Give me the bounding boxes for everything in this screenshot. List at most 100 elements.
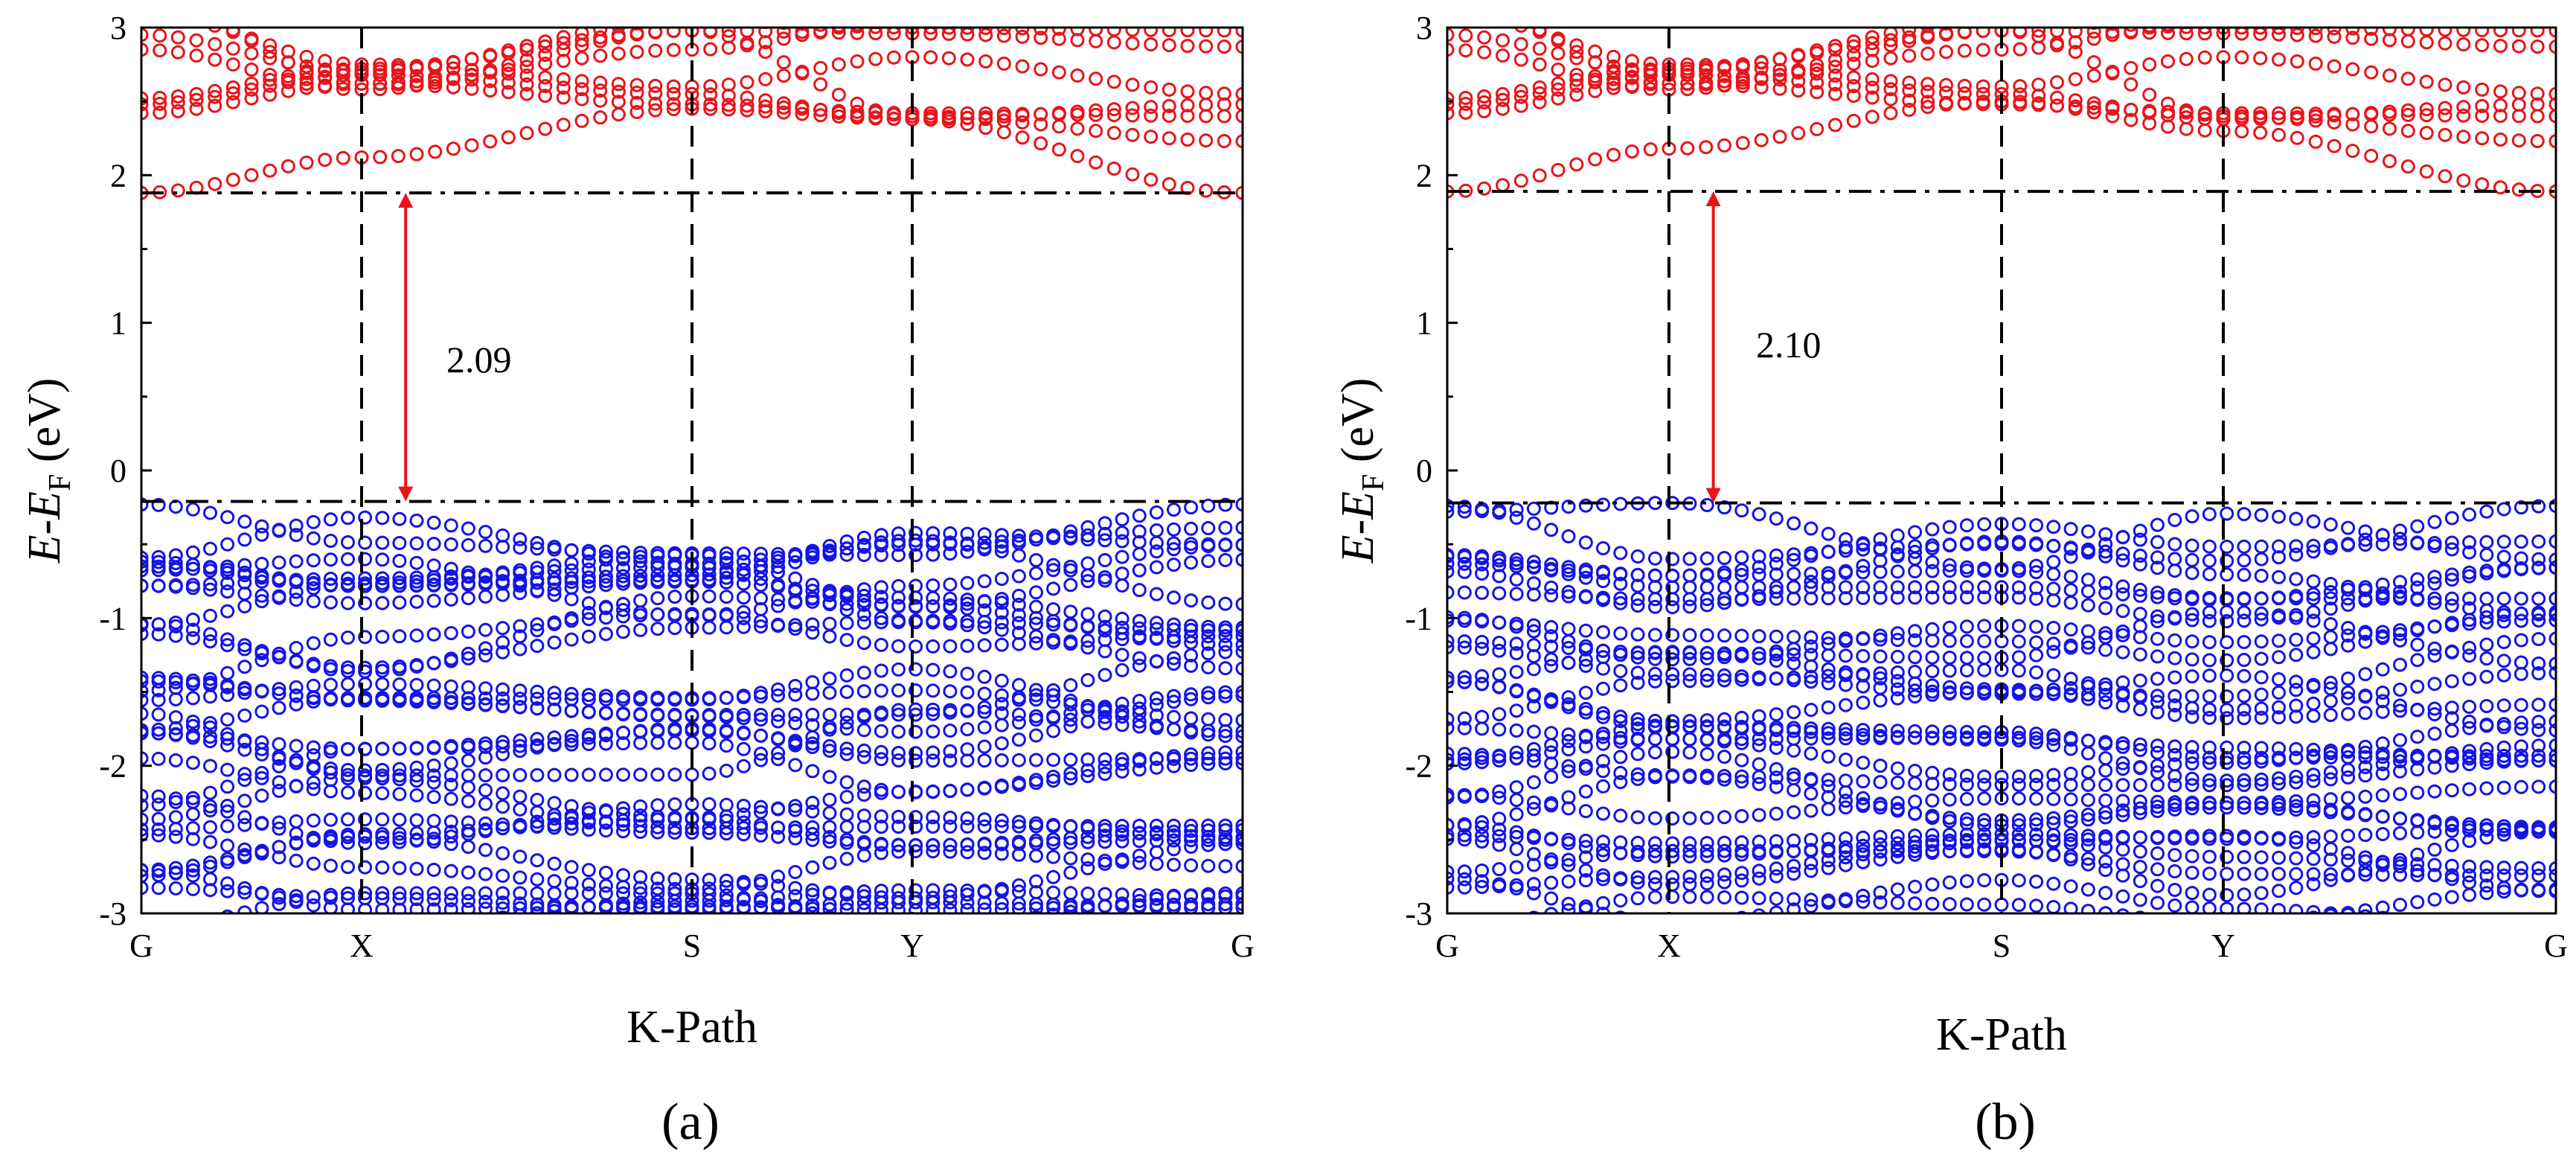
valence-band-point [994, 688, 1009, 703]
conduction-band-point [208, 176, 222, 191]
valence-band-point [1821, 544, 1836, 559]
valence-band-point [1218, 629, 1233, 643]
conduction-band-point [299, 80, 314, 95]
valence-band-point [375, 860, 390, 875]
valence-band-point [203, 799, 217, 814]
valence-band-point [1994, 897, 2009, 912]
valence-band-point [839, 616, 854, 631]
valence-band-point [960, 883, 975, 898]
valence-band-point [1544, 523, 1559, 537]
conduction-band-point [2179, 28, 2194, 41]
valence-band-point [1682, 869, 1697, 884]
valence-band-point [1115, 648, 1130, 663]
valence-band-point [2185, 886, 2199, 901]
valence-band-point [1098, 700, 1112, 714]
valence-band-point [1959, 874, 1974, 889]
conduction-band-point [2456, 108, 2471, 123]
valence-band-point [151, 881, 166, 896]
conduction-band-point [2124, 60, 2138, 75]
valence-band-point [581, 899, 596, 913]
conduction-band-point [464, 72, 479, 87]
valence-band-point [530, 872, 545, 887]
conduction-band-point [2161, 96, 2175, 111]
valence-band-point [2393, 537, 2407, 552]
valence-band-point [2323, 584, 2338, 599]
valence-band-point [1011, 677, 1026, 692]
valence-band-point [1821, 773, 1836, 788]
valence-band-point [1457, 721, 1472, 735]
valence-band-point [443, 741, 458, 755]
valence-band-point [856, 902, 871, 913]
valence-band-point [2444, 644, 2459, 659]
valence-band-point [2115, 675, 2130, 690]
valence-band-point [341, 660, 355, 675]
conduction-band-point [1939, 77, 1953, 92]
conduction-band-point [1569, 87, 1584, 102]
conduction-band-point [1810, 58, 1824, 72]
valence-band-point [443, 537, 458, 552]
valence-band-point [1235, 859, 1243, 874]
valence-band-point [1218, 859, 1233, 874]
valence-band-point [478, 648, 493, 663]
valence-band-point [1578, 804, 1593, 819]
y-tick-label: 3 [110, 10, 126, 46]
valence-band-point [2496, 861, 2511, 875]
valence-band-point [1752, 651, 1766, 665]
valence-band-point [2515, 914, 2527, 926]
valence-band-point [2011, 619, 2026, 633]
valence-band-point [805, 594, 820, 609]
valence-band-point [168, 710, 183, 725]
panel-a-xlabel: K-Path [627, 1002, 757, 1053]
conduction-band-point [2068, 93, 2083, 108]
valence-band-point [650, 692, 665, 707]
conduction-band-point [1034, 106, 1048, 121]
valence-band-point [2306, 877, 2321, 892]
valence-band-point [1132, 563, 1147, 578]
valence-band-point [141, 550, 149, 565]
valence-band-point [1873, 666, 1888, 680]
valence-band-point [2531, 753, 2546, 767]
valence-band-point [2063, 809, 2078, 824]
conduction-band-point [686, 14, 698, 26]
valence-band-point [598, 610, 613, 625]
valence-band-point [151, 828, 166, 843]
valence-band-point [2220, 506, 2234, 521]
valence-band-point [185, 561, 200, 576]
valence-band-point [496, 645, 510, 660]
valence-band-point [1509, 646, 1524, 660]
valence-band-point [1630, 732, 1645, 747]
valence-band-point [891, 578, 906, 593]
valence-band-point [1839, 697, 1853, 712]
valence-band-point [788, 865, 803, 879]
valence-band-point [530, 561, 545, 575]
valence-band-point [1908, 665, 1923, 679]
valence-band-point [616, 603, 630, 617]
valence-band-point [2254, 606, 2269, 621]
valence-band-point [926, 683, 941, 698]
valence-band-point [926, 903, 941, 913]
valence-band-point [1492, 722, 1507, 737]
valence-band-point [1699, 747, 1714, 762]
valence-band-point [1457, 674, 1472, 689]
valence-band-point [1787, 782, 1801, 797]
valence-band-point [547, 817, 562, 832]
valence-band-point [1167, 888, 1181, 903]
valence-band-point [1977, 580, 1992, 595]
valence-band-point [1184, 829, 1199, 843]
valence-band-point [1201, 554, 1216, 569]
valence-band-point [960, 887, 975, 902]
valence-band-point [598, 736, 613, 751]
valence-band-point [2046, 900, 2061, 913]
valence-band-point [2375, 589, 2390, 604]
conduction-band-point [538, 57, 553, 71]
valence-band-point [1596, 907, 1610, 913]
conduction-band-point [373, 76, 388, 91]
valence-band-point [754, 891, 768, 906]
valence-band-point [2011, 777, 2026, 792]
valence-band-point [2254, 651, 2269, 666]
valence-band-point [2168, 651, 2182, 665]
valence-band-point [392, 554, 407, 568]
conduction-band-point [1199, 39, 1214, 54]
valence-band-point [788, 593, 803, 608]
valence-band-point [2306, 574, 2321, 589]
